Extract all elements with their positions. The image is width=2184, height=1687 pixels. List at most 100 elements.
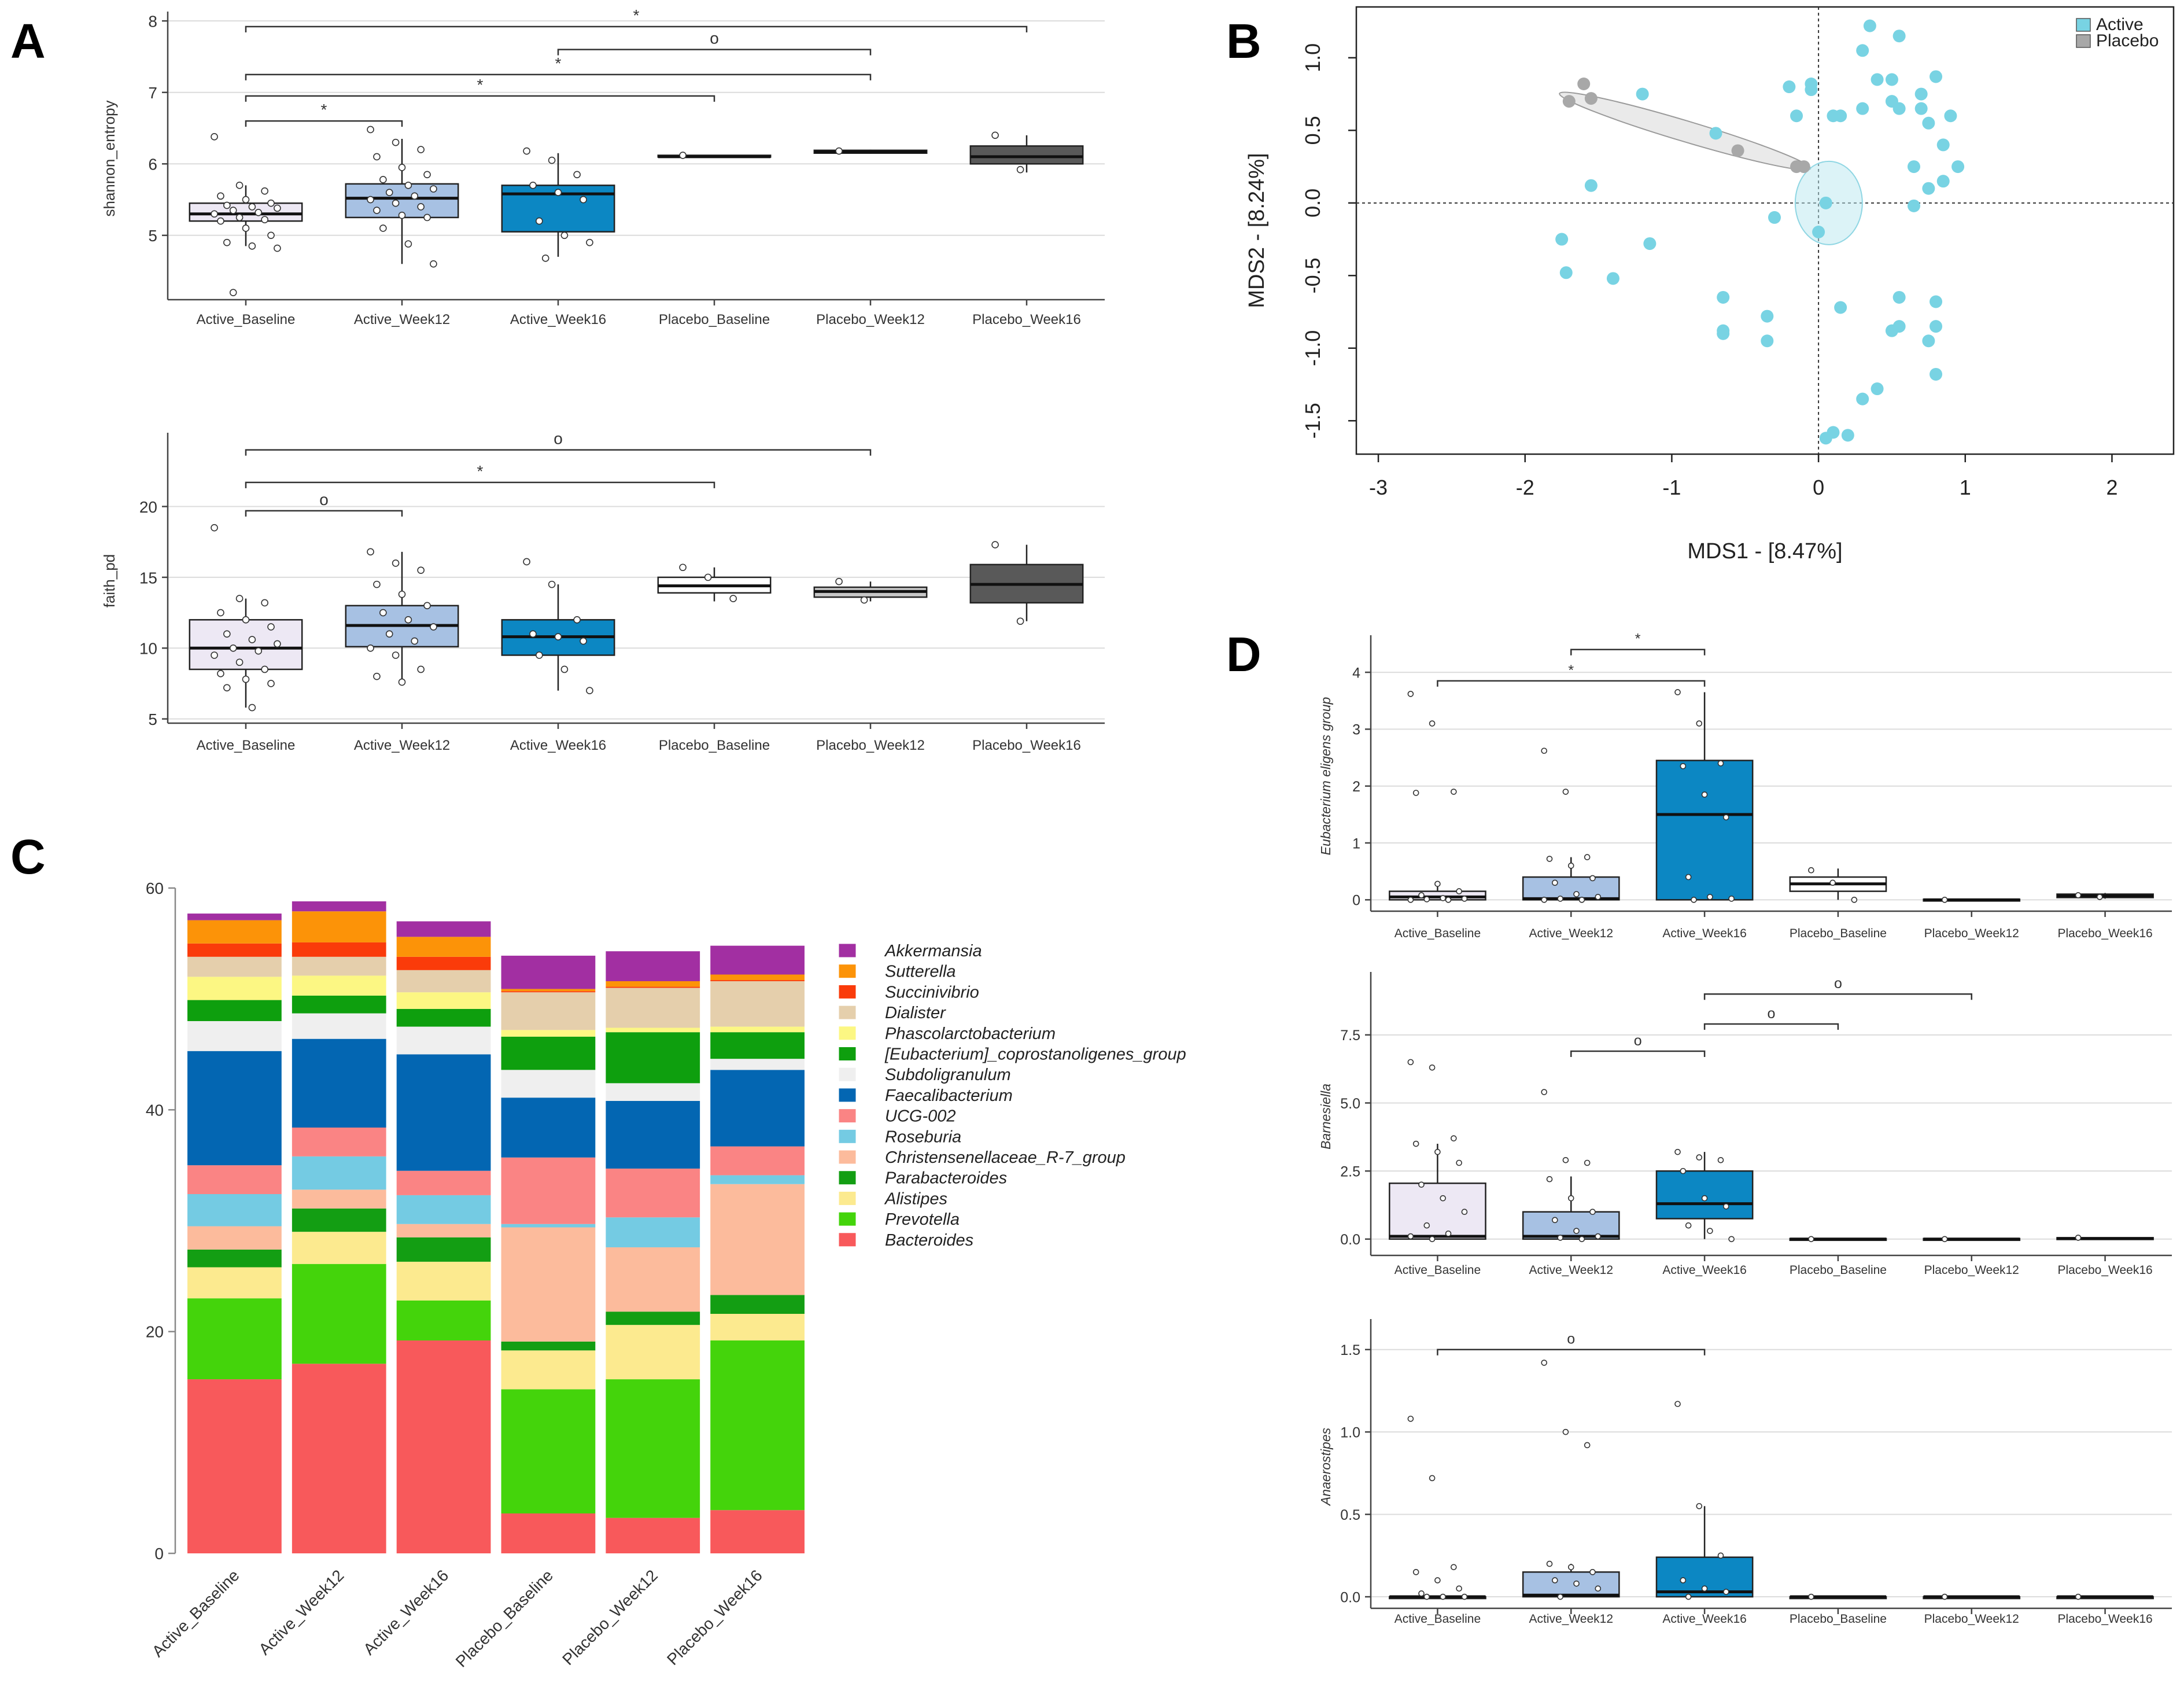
data-point xyxy=(235,658,244,666)
bar-segment xyxy=(396,1008,491,1027)
legend-swatch xyxy=(838,1005,857,1020)
data-point xyxy=(430,623,437,631)
bar-segment xyxy=(710,1510,805,1553)
y-tick-label: 4 xyxy=(1352,665,1360,681)
data-point xyxy=(1445,897,1452,903)
bar-segment xyxy=(396,1054,491,1171)
data-point xyxy=(1407,1059,1414,1066)
data-point xyxy=(1407,1416,1414,1422)
significance-label: o xyxy=(710,30,719,47)
bar-segment xyxy=(396,970,491,993)
y-tick-label: -1.0 xyxy=(1301,330,1325,366)
active-point xyxy=(1761,334,1774,348)
significance-label: o xyxy=(319,491,329,509)
data-point xyxy=(367,126,374,134)
bar-segment xyxy=(710,945,805,975)
data-point xyxy=(1451,789,1457,795)
legend-swatch xyxy=(838,1191,857,1206)
y-tick-label: 0.5 xyxy=(1301,116,1325,145)
data-point xyxy=(1701,1585,1708,1592)
significance-bracket xyxy=(245,73,872,80)
y-tick-label: 0 xyxy=(1352,893,1360,909)
active-point xyxy=(1606,272,1619,285)
data-point xyxy=(1941,1593,1948,1600)
y-axis-label: Eubacterium eligens group xyxy=(1318,697,1333,855)
x-tick-label: -3 xyxy=(1369,476,1388,499)
legend-label: Parabacteroides xyxy=(885,1169,1007,1188)
x-tick-label: -1 xyxy=(1662,476,1681,499)
x-tick-label: Active_Week16 xyxy=(510,312,606,327)
data-point xyxy=(385,189,393,196)
legend-label: Akkermansia xyxy=(884,942,982,960)
placebo-point xyxy=(1577,78,1591,91)
y-tick-label: 0.0 xyxy=(1340,1589,1360,1605)
bar-segment xyxy=(606,1247,700,1312)
bar-segment xyxy=(396,956,491,970)
significance-bracket xyxy=(557,49,872,56)
significance-label: o xyxy=(1567,1331,1575,1347)
data-point xyxy=(536,651,543,659)
bar-segment xyxy=(396,921,491,937)
placebo-point xyxy=(1584,92,1598,105)
active-point xyxy=(1930,295,1943,308)
y-tick-label: -0.5 xyxy=(1301,257,1325,293)
data-point xyxy=(404,240,412,248)
data-point xyxy=(586,687,593,695)
significance-label: o xyxy=(1634,1033,1642,1049)
data-point xyxy=(1589,875,1596,882)
data-point xyxy=(548,580,556,588)
data-point xyxy=(223,684,231,692)
data-point xyxy=(1557,1593,1563,1600)
bar-segment xyxy=(710,1059,805,1070)
data-point xyxy=(1418,1590,1425,1597)
bar-segment xyxy=(396,1301,491,1340)
y-tick-label: -1.5 xyxy=(1301,403,1325,439)
bar-segment xyxy=(292,1364,386,1553)
bar-segment xyxy=(501,1097,596,1158)
active-point xyxy=(1914,87,1928,101)
panel-label-c: C xyxy=(10,830,46,884)
x-tick-label: Active_Baseline xyxy=(197,312,296,327)
data-point xyxy=(411,637,419,645)
bar-segment xyxy=(501,989,596,992)
data-point xyxy=(1456,1159,1462,1166)
bar-segment xyxy=(187,1051,282,1166)
data-point xyxy=(2075,1235,2082,1241)
active-point xyxy=(1930,367,1943,381)
legend-label: [Eubacterium]_coprostanoligenes_group xyxy=(884,1045,1186,1064)
x-tick-label: Placebo_Week16 xyxy=(2057,927,2152,940)
data-point xyxy=(835,577,843,585)
bar-segment xyxy=(396,1237,491,1262)
data-point xyxy=(1808,867,1814,874)
data-point xyxy=(1680,763,1687,769)
active-point xyxy=(1863,19,1876,32)
y-tick-label: 5 xyxy=(148,710,157,728)
data-point xyxy=(235,595,244,602)
data-point xyxy=(398,211,406,219)
active-point xyxy=(1944,109,1957,123)
active-point xyxy=(1783,80,1796,94)
active-point xyxy=(1834,301,1847,314)
data-point xyxy=(379,224,387,232)
active-point xyxy=(1871,382,1884,396)
data-point xyxy=(1674,1401,1681,1408)
bar-segment xyxy=(396,937,491,957)
y-tick-label: 0.0 xyxy=(1340,1232,1360,1248)
data-point xyxy=(1701,791,1708,798)
data-point xyxy=(1728,1236,1735,1243)
significance-bracket xyxy=(245,95,715,102)
legend-label-placebo: Placebo xyxy=(2096,31,2159,50)
x-tick-label: Active_Week12 xyxy=(1529,1612,1613,1626)
y-tick-label: 2 xyxy=(1352,779,1360,795)
bar-segment xyxy=(501,1036,596,1070)
data-point xyxy=(1552,879,1558,886)
data-point xyxy=(404,616,412,624)
data-point xyxy=(248,636,256,643)
y-tick-label: 2.5 xyxy=(1340,1163,1360,1180)
data-point xyxy=(1584,854,1591,860)
legend-label: Prevotella xyxy=(885,1210,960,1229)
panel-d-barnesiella-boxplot: 0.0 2.5 5.0 7.5 Barnesiella Active_Baseline Ac… xyxy=(1318,972,2172,1277)
data-point xyxy=(267,680,275,687)
data-point xyxy=(248,242,256,250)
